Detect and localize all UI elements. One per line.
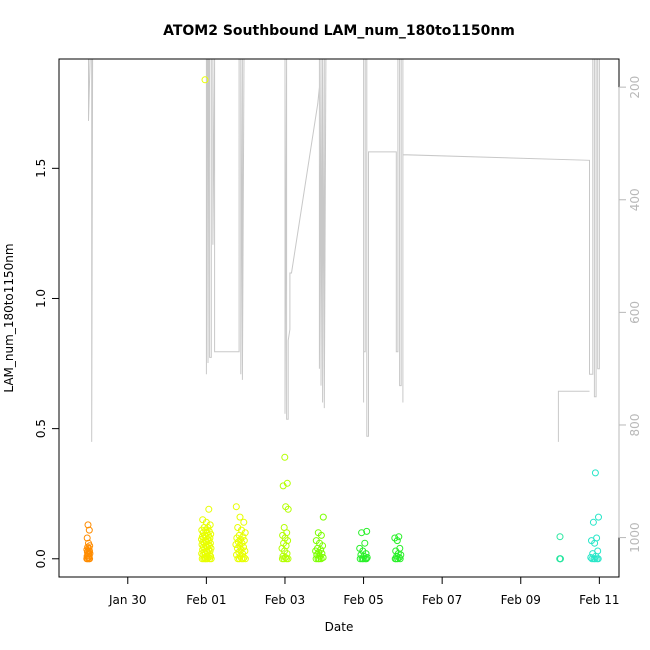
y-tick-label: 1.0 [34,289,48,308]
data-point [280,524,288,531]
secondary-series-segment [557,390,590,442]
y-tick-label: 1.5 [34,159,48,178]
data-point [205,527,213,535]
data-point [240,518,248,526]
data-point [283,479,291,487]
x-tick-label: Feb 01 [186,593,226,607]
data-point [85,539,92,547]
data-point [589,518,597,526]
data-point [317,546,325,554]
secondary-tick-label: 1000 [628,522,642,553]
data-point [319,554,327,561]
data-point [391,534,399,542]
data-point [85,526,93,534]
chart-title: ATOM2 Southbound LAM_num_180to1150nm [163,23,515,39]
data-point [199,516,207,524]
y-axis: 0.0 0.5 1.0 1.5 [34,159,60,568]
data-point [232,503,240,511]
data-point [84,543,92,551]
point-group [587,469,602,563]
data-point [84,554,92,561]
data-point [356,544,364,552]
data-point [591,469,599,477]
secondary-tick-label: 200 [628,76,642,99]
data-point [83,534,91,542]
data-point [556,533,564,541]
data-point [240,554,248,561]
y-tick-label: 0.5 [34,419,48,438]
data-point [557,555,564,563]
data-point [593,534,601,542]
point-group [83,521,94,563]
secondary-tick-label: 600 [628,301,642,324]
secondary-tick-label: 800 [628,414,642,437]
data-point [396,544,404,552]
data-point [594,547,602,555]
data-point [312,537,320,545]
x-tick-label: Feb 07 [422,593,462,607]
data-point [361,539,369,547]
data-point [318,550,326,558]
x-tick-label: Feb 03 [265,593,305,607]
x-tick-label: Jan 30 [108,593,147,607]
point-group [556,533,564,563]
x-axis: Jan 30 Feb 01 Feb 03 Feb 05 Feb 07 Feb 09 Feb … [108,576,620,607]
data-point [84,521,92,529]
data-point [240,543,247,551]
data-point [240,537,248,545]
x-tick-label: Feb 05 [343,593,383,607]
data-point [357,551,365,559]
data-point [236,513,244,521]
data-point [363,527,371,535]
point-group [198,76,215,563]
plot-frame [58,58,620,578]
data-point [281,453,289,461]
point-group [356,527,371,563]
data-point [201,76,209,84]
data-point [84,551,92,559]
data-point [205,505,213,513]
x-tick-label: Feb 11 [579,593,619,607]
point-group [232,503,249,563]
secondary-y-axis: 200 400 600 800 1000 [618,76,642,553]
data-point [319,513,327,521]
point-group [312,513,327,563]
point-group [278,453,292,563]
data-point [587,554,595,561]
data-point [241,547,249,555]
data-point [282,503,290,511]
plot-area [58,58,620,578]
y-tick-label: 0.0 [34,549,48,568]
y-axis-label: LAM_num_180to1150nm [2,243,16,392]
data-point [314,529,322,537]
x-axis-label: Date [325,620,354,634]
data-point [358,529,366,537]
data-point [363,554,371,561]
secondary-series-line [88,58,600,442]
point-group [391,533,405,563]
x-tick-label: Feb 09 [501,593,541,607]
data-point [234,524,242,531]
data-point [395,533,403,541]
data-point [595,513,602,521]
data-point [239,533,247,541]
secondary-tick-label: 400 [628,188,642,211]
